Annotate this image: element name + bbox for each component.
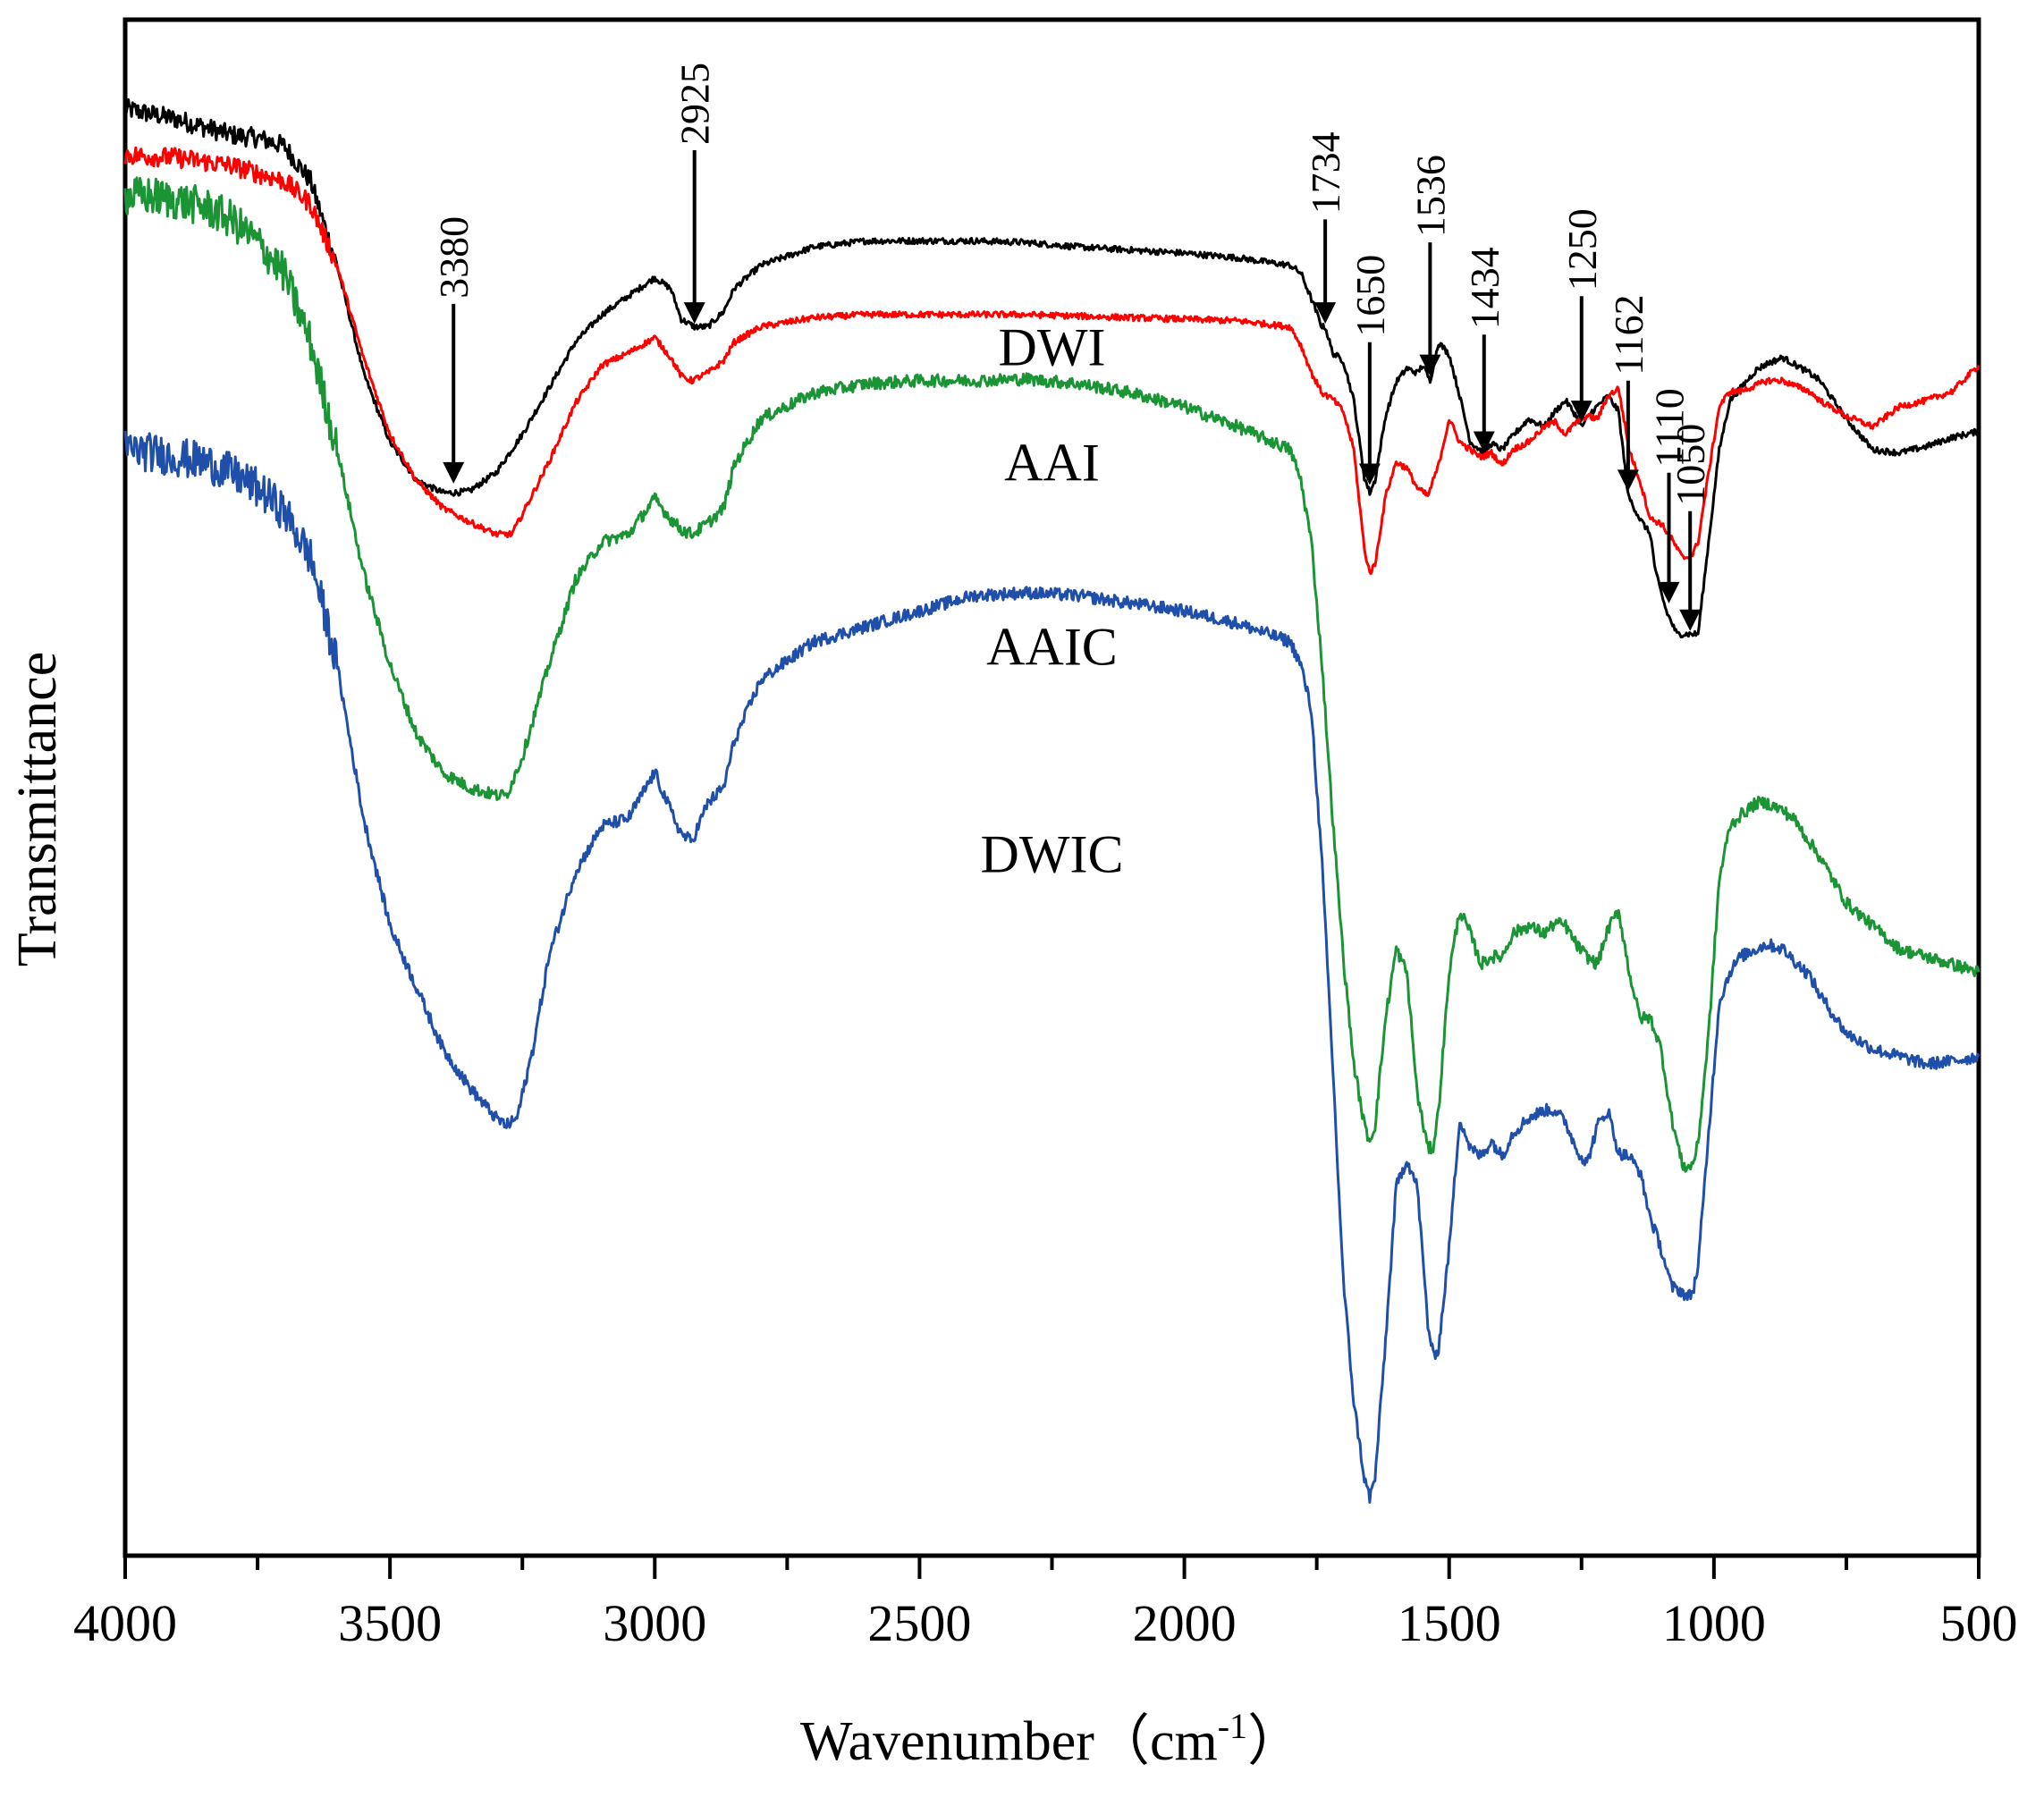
peak-arrow-head-1650	[1358, 463, 1381, 485]
peak-arrow-head-1050	[1679, 609, 1702, 631]
series-label-aaic: AAIC	[986, 618, 1118, 677]
series-label-aai: AAI	[1004, 433, 1100, 492]
x-tick-label-2500: 2500	[867, 1594, 971, 1652]
peak-arrow-head-2925	[683, 302, 705, 325]
plot-frame	[122, 17, 1981, 1558]
peak-label-1050: 1050	[1668, 424, 1713, 506]
series-layer	[123, 98, 1981, 1504]
peak-label-1734: 1734	[1303, 131, 1348, 214]
peak-label-1650: 1650	[1347, 255, 1393, 337]
peak-arrow-head-1434	[1473, 431, 1495, 453]
x-tick-label-3000: 3000	[603, 1594, 706, 1652]
x-tick-label-1000: 1000	[1662, 1594, 1766, 1652]
peak-arrow-head-1162	[1617, 469, 1639, 492]
peak-label-2925: 2925	[672, 63, 718, 145]
peak-label-1434: 1434	[1462, 247, 1508, 329]
x-axis-title: Wavenumber（cm-1）	[800, 1706, 1303, 1772]
series-label-dwic: DWIC	[981, 824, 1124, 883]
peak-label-1110: 1110	[1647, 388, 1693, 468]
x-tick-label-2000: 2000	[1133, 1594, 1237, 1652]
series-line-dwi	[123, 98, 1981, 639]
peak-arrow-head-3380	[443, 461, 465, 484]
y-axis-title: Transmittance	[7, 652, 68, 966]
peak-arrow-head-1110	[1658, 581, 1680, 603]
series-label-layer: DWI AAI AAIC DWIC	[981, 318, 1124, 884]
x-axis-ticks: 4000 3500 3000 2500 2000 1500 1000 500	[73, 1556, 2018, 1652]
x-axis-unit-open: （cm	[1094, 1711, 1218, 1772]
x-axis-title-main: Wavenumber	[800, 1711, 1094, 1772]
peak-arrow-head-1536	[1419, 354, 1441, 376]
series-line-aaic	[123, 176, 1981, 1173]
peak-label-1250: 1250	[1559, 208, 1605, 291]
series-label-dwi: DWI	[999, 318, 1106, 377]
x-axis-unit-sup: -1	[1218, 1706, 1247, 1746]
peak-label-3380: 3380	[431, 216, 477, 299]
series-line-dwic	[123, 430, 1981, 1504]
peak-arrow-head-1734	[1314, 302, 1337, 325]
x-tick-label-3500: 3500	[338, 1594, 442, 1652]
x-tick-label-4000: 4000	[73, 1594, 177, 1652]
x-axis-unit-close: ）	[1247, 1711, 1303, 1772]
peak-arrow-head-1250	[1570, 401, 1592, 423]
x-tick-label-500: 500	[1940, 1594, 2018, 1652]
peak-label-1536: 1536	[1407, 155, 1453, 237]
x-tick-label-1500: 1500	[1398, 1594, 1501, 1652]
peak-label-1162: 1162	[1606, 294, 1651, 375]
